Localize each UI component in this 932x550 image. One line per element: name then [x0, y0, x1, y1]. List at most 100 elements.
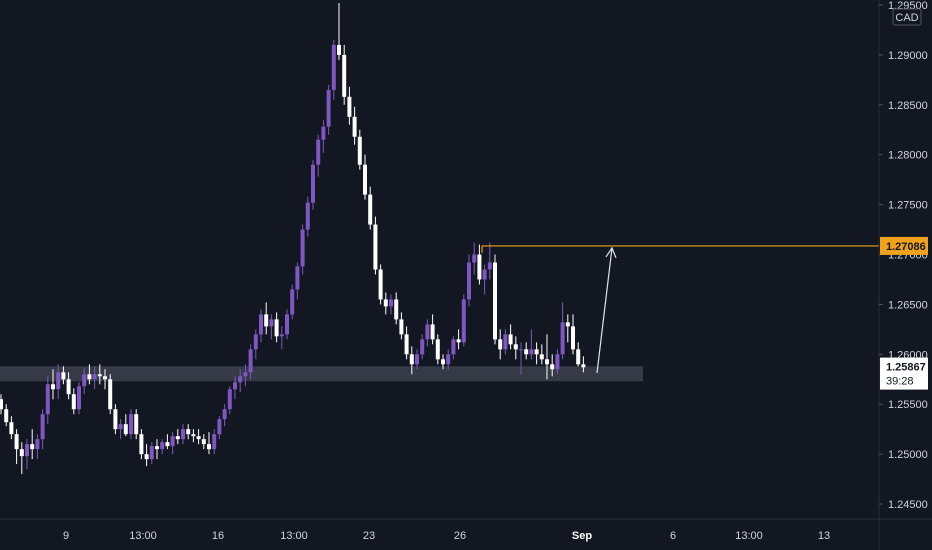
candle-body — [170, 436, 175, 447]
candle-body — [175, 436, 180, 440]
candle — [82, 368, 87, 395]
candle — [0, 394, 3, 415]
candle — [295, 262, 300, 300]
candle — [534, 342, 539, 365]
candle-body — [35, 439, 40, 450]
candle — [30, 429, 35, 460]
candle-body — [113, 409, 118, 430]
candle — [248, 344, 253, 380]
candle-body — [394, 299, 399, 320]
candle-body — [300, 229, 305, 267]
candle — [503, 329, 508, 355]
candle — [451, 336, 456, 360]
candle-body — [9, 422, 14, 435]
candle-body — [201, 439, 206, 445]
candle-body — [295, 266, 300, 290]
candle-body — [222, 409, 227, 420]
candle-body — [389, 299, 393, 307]
candle-body — [399, 319, 404, 335]
candle-body — [139, 434, 144, 455]
candle — [461, 294, 466, 347]
candle-body — [331, 44, 336, 90]
candle-body — [56, 372, 61, 390]
candle-body — [25, 444, 29, 457]
candle-body — [352, 116, 357, 137]
candle-body — [212, 434, 217, 450]
candle — [253, 329, 258, 360]
candle — [77, 382, 81, 415]
candle — [113, 404, 118, 435]
candle — [347, 86, 352, 125]
price-tick-label: 1.25500 — [888, 399, 928, 411]
candle-body — [118, 424, 123, 430]
candle-body — [435, 339, 440, 360]
price-tick-label: 1.29500 — [888, 0, 928, 12]
candle — [139, 429, 144, 460]
candle — [508, 324, 513, 350]
candle-body — [264, 314, 269, 327]
candle-body — [103, 376, 107, 380]
time-axis[interactable]: 9 13:00 16 13:00 23 26 Sep 6 13:00 13 — [63, 530, 830, 542]
candle — [61, 366, 66, 385]
candle — [565, 314, 570, 343]
candle-body — [430, 324, 435, 340]
candle — [472, 242, 477, 275]
candle-body — [581, 364, 586, 368]
candle-body — [66, 379, 71, 395]
candle-body — [446, 354, 451, 365]
candle — [576, 342, 581, 367]
currency-badge[interactable]: CAD — [892, 8, 922, 26]
candle — [467, 254, 471, 307]
candle-body — [539, 354, 544, 360]
candle — [4, 404, 9, 427]
candle — [129, 409, 133, 440]
candle-body — [165, 442, 170, 447]
candle — [165, 434, 170, 450]
currency-label: CAD — [895, 12, 918, 24]
candle — [14, 429, 19, 465]
candle — [201, 434, 206, 450]
candle-body — [456, 339, 461, 343]
candle-body — [45, 384, 50, 415]
candle — [456, 329, 461, 350]
candle — [425, 319, 430, 347]
candle — [482, 264, 487, 295]
candle-body — [461, 299, 466, 343]
candle-body — [477, 254, 482, 280]
candle — [404, 326, 409, 360]
price-tick-label: 1.26500 — [888, 299, 928, 311]
candle — [170, 432, 175, 455]
candle-body — [311, 164, 315, 203]
candle-body — [404, 334, 409, 355]
candle — [560, 302, 565, 360]
support-zone — [0, 366, 643, 382]
candle-body — [487, 262, 492, 270]
candle — [300, 224, 305, 275]
candle — [92, 366, 97, 390]
candle-body — [108, 379, 113, 410]
price-tick-label: 1.27500 — [888, 200, 928, 212]
candle-body — [92, 374, 97, 380]
candle-body — [87, 374, 92, 380]
candle — [160, 439, 165, 455]
candle — [337, 2, 341, 60]
candle — [243, 364, 248, 387]
candle-body — [149, 446, 154, 460]
candle — [118, 419, 123, 440]
candle-body — [238, 376, 243, 383]
candle — [274, 312, 279, 343]
current-price-label: 1.25867 — [886, 362, 926, 374]
candle-body — [409, 354, 414, 365]
candle-body — [207, 444, 211, 450]
candle — [399, 312, 404, 340]
candle-body — [555, 354, 560, 370]
candle-body — [378, 269, 383, 300]
candle-body — [305, 202, 310, 230]
candle — [415, 349, 419, 370]
candle-body — [269, 319, 274, 327]
candle-body — [383, 299, 388, 307]
resistance-price-label: 1.27086 — [886, 241, 926, 253]
time-tick-label: 13:00 — [735, 530, 763, 542]
candle-body — [0, 399, 3, 410]
